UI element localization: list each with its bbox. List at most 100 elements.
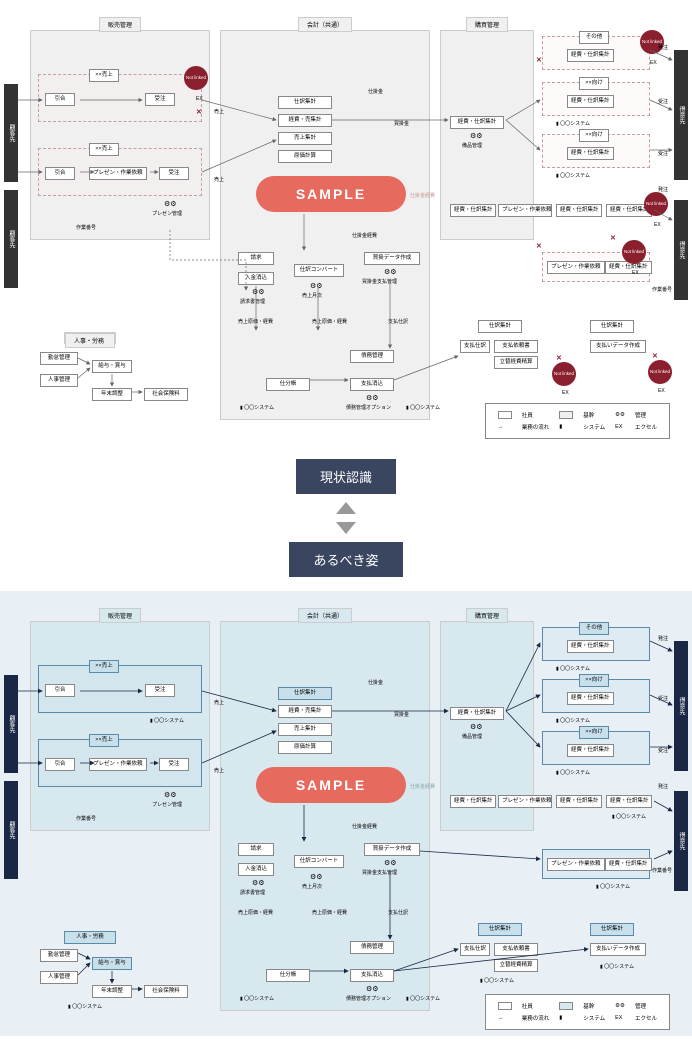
- lbl-uketsu1-b: 受注: [658, 695, 668, 702]
- legend-top: 社員基幹⚙⚙管理 →業務の流れ▮システムEXエクセル: [485, 403, 670, 439]
- lbl-sikake-b: 仕掛金: [368, 679, 383, 686]
- n-expinv4-b: 経費・仕訳集計: [606, 795, 652, 808]
- n-xxto1: ××向け: [579, 77, 609, 90]
- n-salesagg: 売上集計: [278, 132, 332, 145]
- n-paymgr: 買掛金支払管理: [362, 278, 397, 285]
- n-monthly: 売上月次: [302, 292, 322, 299]
- n-presen3-b: プレゼン・作業依頼: [547, 858, 605, 871]
- grp-sales2: ××売上 引合 プレゼン・作業依頼 受注: [38, 148, 202, 196]
- lbl-keihi0: 仕掛金経費: [410, 192, 435, 199]
- n-presmgr-b: プレゼン管理: [152, 801, 182, 808]
- n-billing: 請求: [238, 252, 274, 265]
- bubble6: Not linked: [648, 360, 672, 384]
- n-presen2-b: プレゼン・作業依頼: [498, 795, 552, 808]
- n-expinv-b: 経費・仕訳集計: [450, 707, 504, 720]
- n-expinvr1-b: 経費・仕訳集計: [567, 640, 614, 653]
- n-expinvr4-b: 経費・仕訳集計: [605, 858, 652, 871]
- sys2-b: ▮ 〇〇システム: [406, 995, 440, 1002]
- n-order1-b: 受注: [145, 684, 175, 697]
- n-inquiry2: 引合: [45, 167, 75, 180]
- ex6: EX: [658, 388, 665, 394]
- diagram-current: 顧客先 顧客先 得意先 得意先 販売管理 会計（共通） 購買管理 人事・労務 ×…: [0, 0, 692, 445]
- sysr2-b: ▮ 〇〇システム: [556, 717, 590, 724]
- n-invagg-b: 仕訳集計: [278, 687, 332, 700]
- lbl-uriage1-b: 売上: [214, 699, 224, 706]
- lbl-urikei1: 売上原価・経費: [238, 318, 273, 325]
- sample-bot: SAMPLE: [256, 767, 406, 803]
- n-billmgr: 請求書管理: [240, 298, 265, 305]
- vbar-right-top-b: 得意先: [674, 641, 688, 771]
- n-paid: 支払消込: [350, 378, 394, 391]
- n-expinvr2: 経費・仕訳集計: [567, 95, 614, 108]
- lbl-uriage2-b: 売上: [214, 767, 224, 774]
- n-pdata: 買掛データ作成: [364, 252, 420, 265]
- bubble4: Not linked: [622, 240, 646, 264]
- region-acct-b: 会計（共通）: [220, 621, 430, 1011]
- lbl-siharai-b: 支払仕訳: [388, 909, 408, 916]
- label-current: 現状認識: [296, 459, 396, 494]
- n-presen1-b: プレゼン・作業依頼: [89, 758, 147, 771]
- x5: ✕: [556, 354, 562, 362]
- gear5-b: ⚙⚙: [366, 985, 379, 993]
- vbar-right-bot: 得意先: [674, 200, 688, 300]
- region-hr: 人事・労務: [64, 332, 116, 344]
- n-sihinv-b: 支払仕訳: [460, 943, 490, 956]
- sysr3-b: ▮ 〇〇システム: [612, 813, 646, 820]
- n-invagg3-b: 仕訳集計: [590, 923, 634, 936]
- ex1: EX: [196, 96, 203, 102]
- n-inquiry1-b: 引合: [45, 684, 75, 697]
- ex4: EX: [632, 270, 639, 276]
- x6: ✕: [652, 352, 658, 360]
- n-other: その他: [579, 31, 609, 44]
- middle-section: 現状認識 あるべき姿: [0, 445, 692, 591]
- region-acct: 会計（共通）: [220, 30, 430, 420]
- sysr1-b: ▮ 〇〇システム: [556, 665, 590, 672]
- n-opt-b: 債務管理オプション: [346, 995, 391, 1002]
- region-sales-label: 販売管理: [99, 17, 141, 32]
- n-expinv3: 経費・仕訳集計: [556, 204, 602, 217]
- lbl-kaikake: 買掛金: [394, 120, 409, 127]
- n-xxto2: ××向け: [579, 129, 609, 142]
- n-inquiry1: 引合: [45, 93, 75, 106]
- x3: ✕: [536, 242, 542, 250]
- n-reimb: 立替経費精算: [494, 356, 538, 369]
- bubble2: Not linked: [644, 192, 668, 216]
- region-hr-b: 人事・労務: [64, 931, 116, 944]
- n-stockmgr: 備品管理: [462, 142, 482, 149]
- n-inquiry2-b: 引合: [45, 758, 75, 771]
- region-acct-label: 会計（共通）: [298, 17, 352, 32]
- n-pmgmt-b: 人事管理: [40, 971, 78, 984]
- ex3: EX: [650, 60, 657, 66]
- vbar-left-top: 顧客先: [4, 84, 18, 182]
- n-invagg3: 仕訳集計: [590, 320, 634, 333]
- tri-up: [336, 502, 356, 514]
- vbar-left-bot-b: 顧客先: [4, 781, 18, 879]
- grp-sales1-b: ××売上 引合 受注: [38, 665, 202, 713]
- bubble5: Not linked: [552, 362, 576, 386]
- n-expagg: 経費・売集計: [278, 114, 332, 127]
- lbl-uriage2: 売上: [214, 176, 224, 183]
- label-tobe: あるべき姿: [289, 542, 402, 577]
- sysr6-b: ▮ 〇〇システム: [480, 977, 514, 984]
- n-salesagg-b: 売上集計: [278, 723, 332, 736]
- lbl-uketsu2: 受注: [658, 150, 668, 157]
- n-order2: 受注: [159, 167, 189, 180]
- n-salary: 給与・賞与: [92, 360, 132, 373]
- n-expinvr2-b: 経費・仕訳集計: [567, 692, 614, 705]
- n-src: 原価計算: [278, 150, 332, 163]
- lbl-kaikake-b: 買掛金: [394, 711, 409, 718]
- gear3: ⚙⚙: [310, 282, 323, 290]
- sysr8-b: ▮ 〇〇システム: [68, 1003, 102, 1010]
- n-yearend-b: 年末調整: [92, 985, 132, 998]
- lbl-hakko2-b: 発注: [658, 783, 668, 790]
- lbl-jobno2: 作業番号: [652, 286, 672, 293]
- n-order1: 受注: [145, 93, 175, 106]
- n-paydata-b: 支払いデータ作成: [590, 943, 646, 956]
- region-purch-label: 購買管理: [466, 17, 508, 32]
- n-billmgr-b: 請求書管理: [240, 889, 265, 896]
- vbar-left-top-b: 顧客先: [4, 675, 18, 773]
- n-expinv: 経費・仕訳集計: [450, 116, 504, 129]
- gear6: ⚙⚙: [470, 132, 483, 140]
- sample-top: SAMPLE: [256, 176, 406, 212]
- lbl-hakko1-b: 発注: [658, 635, 668, 642]
